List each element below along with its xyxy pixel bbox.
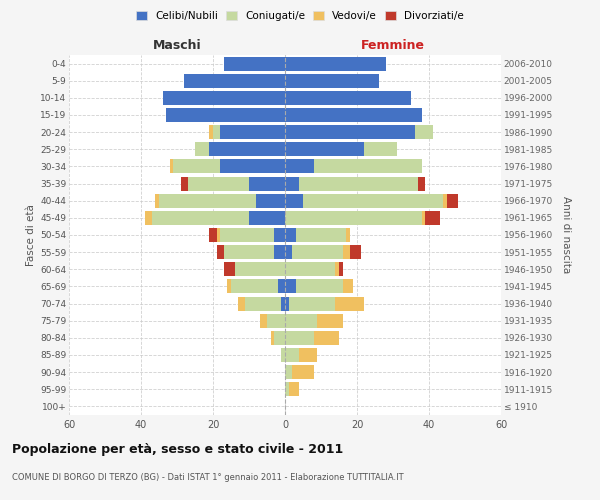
Bar [267,314,285,328]
Bar [285,331,314,345]
Bar [346,228,350,242]
Bar [350,245,361,259]
Bar [285,211,422,225]
Bar [285,348,299,362]
Bar [184,74,285,88]
Y-axis label: Fasce di età: Fasce di età [26,204,36,266]
Bar [364,142,397,156]
Bar [317,314,343,328]
Bar [227,280,231,293]
Text: Popolazione per età, sesso e stato civile - 2011: Popolazione per età, sesso e stato civil… [12,442,343,456]
Bar [224,262,235,276]
Bar [181,176,188,190]
Bar [274,245,285,259]
Bar [285,228,296,242]
Bar [159,194,256,207]
Bar [274,228,285,242]
Bar [447,194,458,207]
Bar [335,296,364,310]
Legend: Celibi/Nubili, Coniugati/e, Vedovi/e, Divorziati/e: Celibi/Nubili, Coniugati/e, Vedovi/e, Di… [133,8,467,24]
Bar [213,125,220,139]
Bar [303,194,443,207]
Bar [260,314,267,328]
Bar [155,194,159,207]
Bar [292,365,314,379]
Bar [285,91,411,105]
Bar [285,176,299,190]
Bar [188,176,249,190]
Bar [285,194,303,207]
Bar [339,262,343,276]
Bar [299,348,317,362]
Bar [335,262,339,276]
Bar [285,296,289,310]
Bar [285,108,422,122]
Bar [217,228,220,242]
Bar [220,160,285,173]
Bar [220,125,285,139]
Bar [296,280,343,293]
Bar [285,56,386,70]
Bar [425,211,440,225]
Bar [231,280,278,293]
Bar [209,142,285,156]
Bar [314,331,339,345]
Bar [285,262,335,276]
Bar [170,160,173,173]
Bar [163,91,285,105]
Bar [256,194,285,207]
Bar [285,245,292,259]
Bar [152,211,249,225]
Bar [285,365,292,379]
Bar [285,314,317,328]
Bar [422,211,425,225]
Bar [296,228,346,242]
Bar [249,176,285,190]
Text: Maschi: Maschi [152,38,202,52]
Bar [195,142,209,156]
Bar [314,160,422,173]
Bar [209,228,217,242]
Bar [238,296,245,310]
Bar [415,125,433,139]
Bar [245,296,281,310]
Bar [278,280,285,293]
Bar [271,331,274,345]
Bar [220,228,274,242]
Bar [418,176,425,190]
Bar [285,280,296,293]
Bar [285,142,364,156]
Text: COMUNE DI BORGO DI TERZO (BG) - Dati ISTAT 1° gennaio 2011 - Elaborazione TUTTIT: COMUNE DI BORGO DI TERZO (BG) - Dati IST… [12,472,404,482]
Y-axis label: Anni di nascita: Anni di nascita [562,196,571,274]
Bar [443,194,447,207]
Bar [209,125,213,139]
Bar [173,160,220,173]
Bar [274,331,285,345]
Bar [292,245,343,259]
Bar [343,245,350,259]
Bar [289,382,299,396]
Bar [249,211,285,225]
Bar [281,348,285,362]
Bar [285,160,314,173]
Bar [285,382,289,396]
Bar [343,280,353,293]
Bar [299,176,418,190]
Bar [224,56,285,70]
Bar [224,245,274,259]
Bar [217,245,224,259]
Bar [235,262,285,276]
Bar [289,296,335,310]
Bar [281,296,285,310]
Text: Femmine: Femmine [361,38,425,52]
Bar [145,211,152,225]
Bar [285,125,415,139]
Bar [166,108,285,122]
Bar [285,74,379,88]
